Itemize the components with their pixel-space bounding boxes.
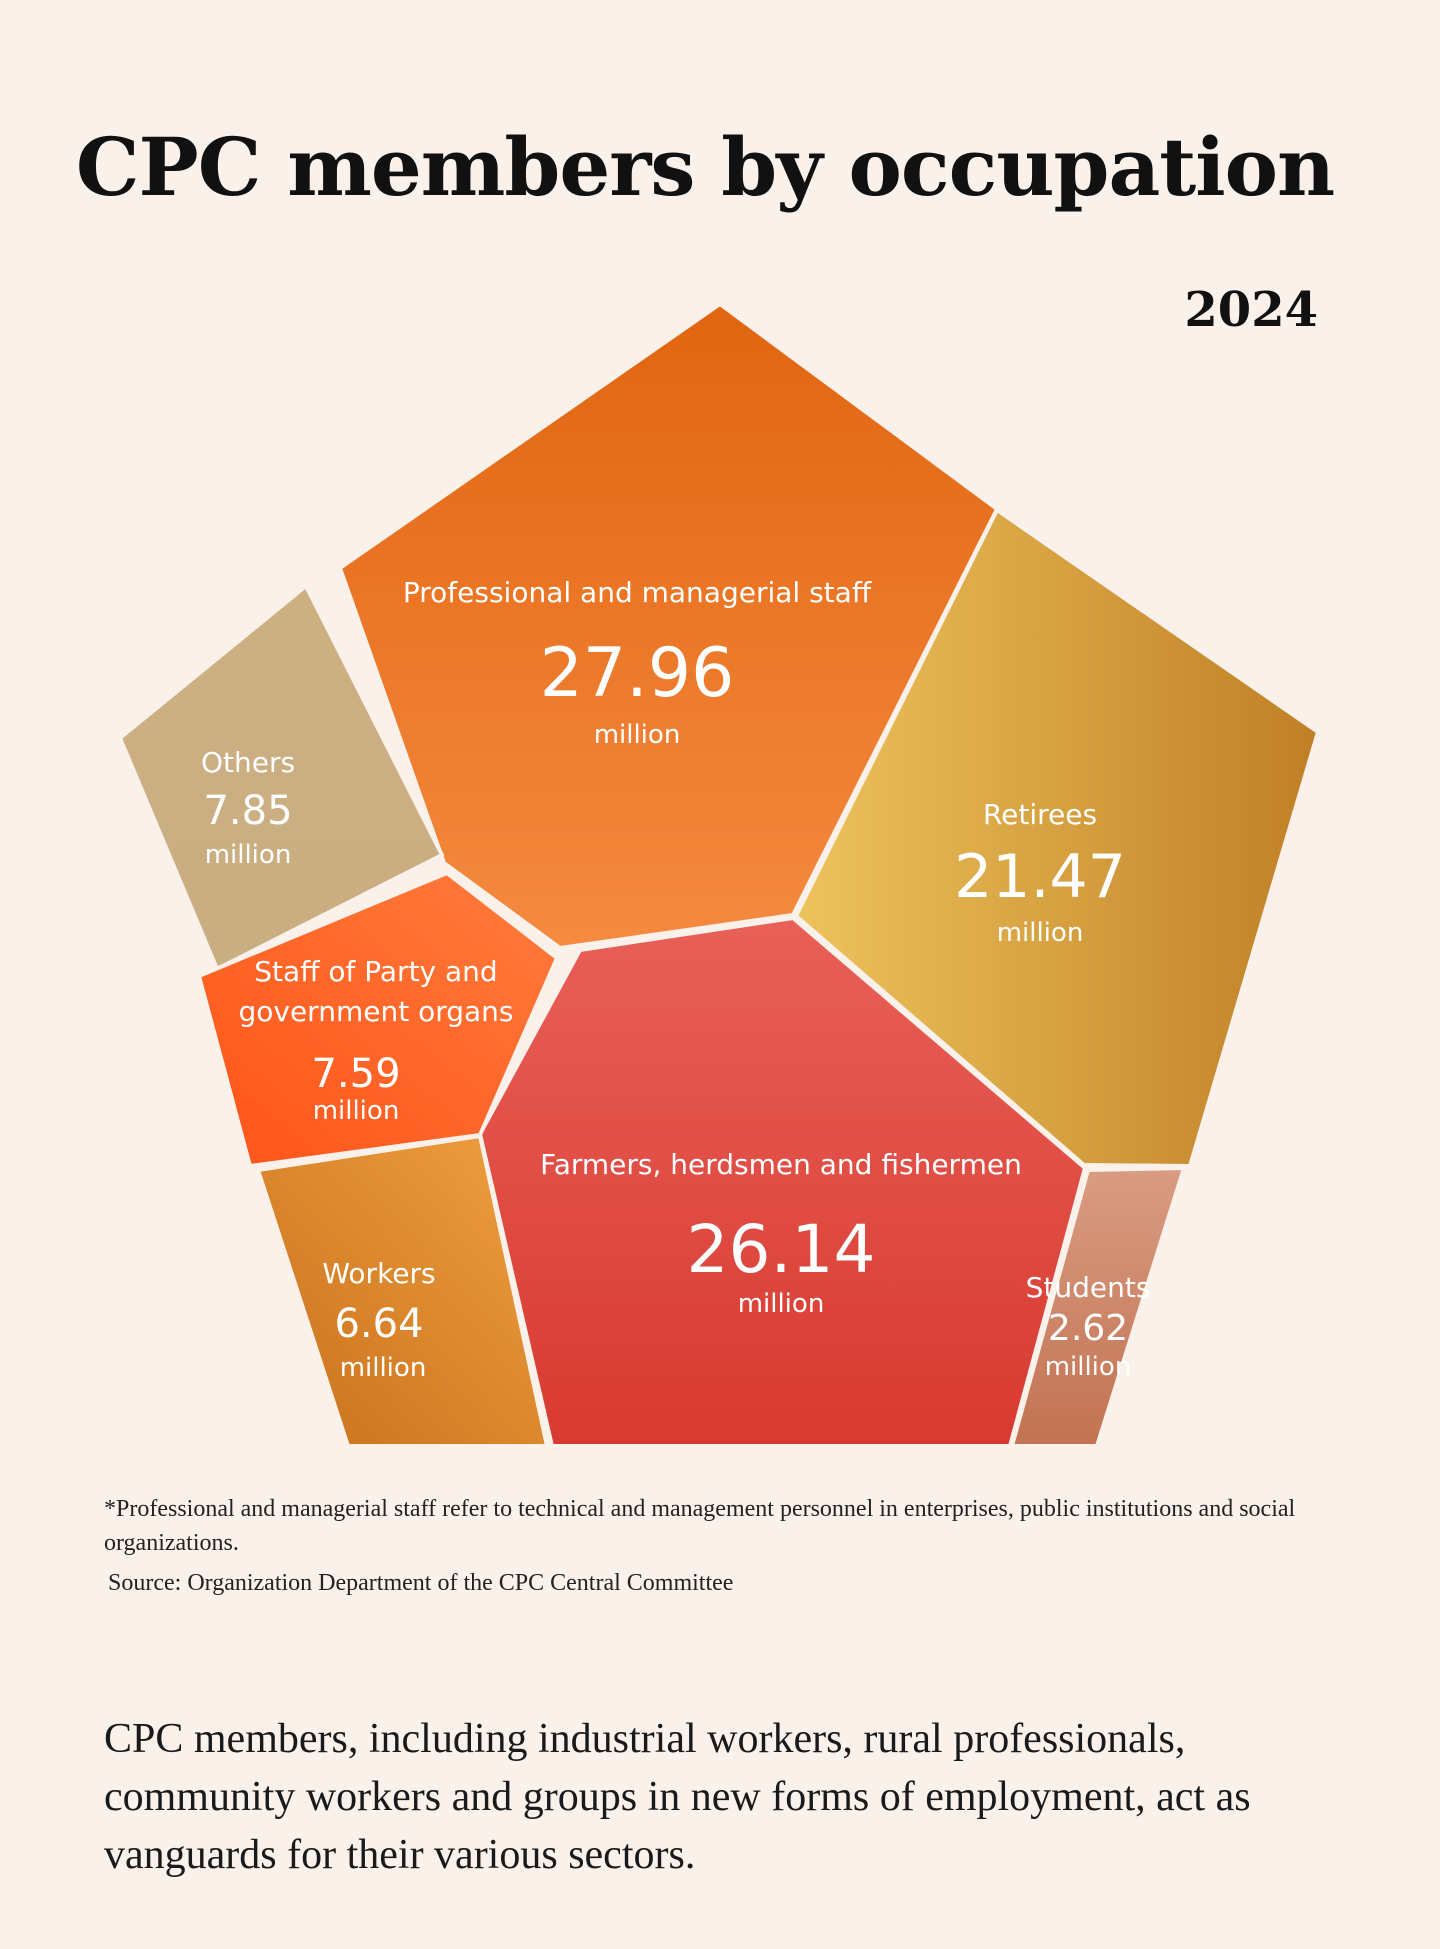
label-staff-line-1: Staff of Party and [254, 955, 497, 988]
label-staff-line-2: government organs [238, 995, 513, 1028]
label-others: Others [201, 746, 295, 779]
value-workers: 6.64 [334, 1301, 423, 1347]
label-farmers: Farmers, herdsmen and fishermen [540, 1148, 1022, 1181]
cell-workers [256, 1134, 549, 1448]
unit-workers: million [340, 1353, 427, 1383]
label-workers: Workers [322, 1257, 435, 1290]
label-students: Students [1026, 1271, 1151, 1304]
cell-others [118, 584, 444, 971]
cell-labels: Professional and managerial staff 27.96 … [201, 576, 1150, 1383]
footnote: *Professional and managerial staff refer… [104, 1496, 1296, 1556]
year-label: 2024 [1184, 282, 1318, 338]
value-farmers: 26.14 [687, 1211, 876, 1288]
unit-others: million [205, 840, 292, 870]
value-retirees: 21.47 [954, 842, 1126, 912]
unit-professional-managerial: million [594, 720, 681, 750]
value-students: 2.62 [1048, 1308, 1128, 1349]
unit-staff: million [313, 1096, 400, 1126]
value-professional-managerial: 27.96 [540, 634, 735, 713]
voronoi-chart: Professional and managerial staff 27.96 … [118, 302, 1320, 1448]
source-note: Source: Organization Department of the C… [108, 1570, 734, 1596]
chart-title: CPC members by occupation [75, 120, 1335, 214]
label-retirees: Retirees [983, 798, 1097, 831]
unit-retirees: million [997, 918, 1084, 948]
value-staff: 7.59 [311, 1051, 400, 1097]
caption-paragraph: CPC members, including industrial worker… [104, 1716, 1251, 1878]
cell-retirees [794, 508, 1320, 1168]
value-others: 7.85 [203, 788, 292, 834]
unit-farmers: million [738, 1289, 825, 1319]
label-professional-managerial: Professional and managerial staff [403, 576, 872, 609]
cell-staff-party-government [197, 871, 559, 1168]
cell-students [1010, 1166, 1186, 1448]
unit-students: million [1045, 1352, 1132, 1382]
